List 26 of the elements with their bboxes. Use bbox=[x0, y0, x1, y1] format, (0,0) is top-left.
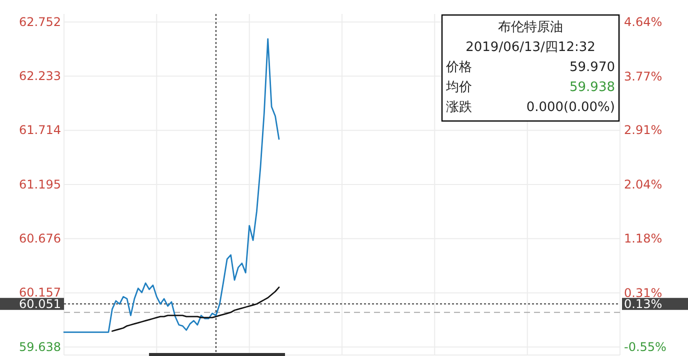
annotation: 59.970 bbox=[570, 60, 615, 75]
y-tick-label: 59.638 bbox=[19, 340, 61, 354]
y2-tick-label: 2.91% bbox=[624, 123, 662, 138]
annotation: 布伦特原油 bbox=[498, 20, 563, 35]
y2-tick-label: 3.77% bbox=[624, 69, 662, 84]
line-series bbox=[63, 38, 280, 333]
y2-tick-label: 1.18% bbox=[624, 232, 662, 246]
annotation: 均价 bbox=[445, 80, 472, 95]
annotation: 0.000(0.00%) bbox=[526, 100, 615, 115]
y-tick-label: 62.233 bbox=[19, 69, 61, 84]
y-tick-label: 62.752 bbox=[19, 14, 61, 29]
y-tick-label: 61.195 bbox=[19, 177, 61, 192]
y-tick-label: 60.676 bbox=[19, 232, 61, 246]
y-tick-label: 61.714 bbox=[19, 123, 61, 138]
ref-line-label: 60.051 bbox=[19, 297, 61, 312]
annotation: 价格 bbox=[445, 60, 472, 75]
y2-tick-label: 4.64% bbox=[624, 14, 662, 29]
y-tick-label: 60.157 bbox=[19, 286, 61, 300]
y2-tick-label: 0.31% bbox=[624, 286, 662, 300]
y2-tick-label: -0.55% bbox=[624, 340, 666, 354]
line-series bbox=[111, 286, 280, 332]
y2-tick-label: 2.04% bbox=[624, 178, 662, 192]
annotation: 2019/06/13/四12:32 bbox=[466, 40, 596, 55]
text: 0.13% bbox=[624, 297, 662, 312]
annotation: 涨跌 bbox=[446, 100, 472, 115]
annotation: 59.938 bbox=[570, 80, 615, 95]
